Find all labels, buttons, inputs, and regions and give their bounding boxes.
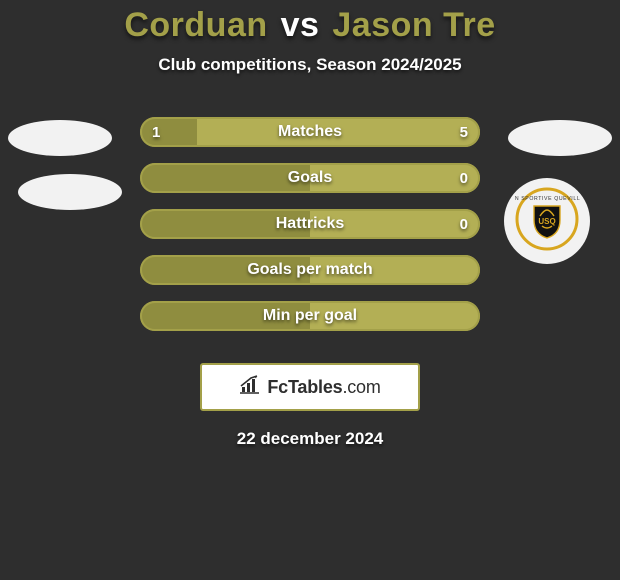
comparison-card: Corduan vs Jason Tre Club competitions, … [0,0,620,580]
bar-right-fill [310,301,480,331]
date-text: 22 december 2024 [0,429,620,449]
right-crest-badge: UNION SPORTIVE QUEVILLAISE USQ [504,178,590,264]
right-badge [508,120,612,156]
left-badge [8,120,112,156]
bar-track [140,255,480,285]
bar-track [140,209,480,239]
bar-left-fill [140,255,310,285]
bar-left-fill [140,163,310,193]
bar-track [140,163,480,193]
svg-text:USQ: USQ [538,217,555,226]
bar-right-fill [197,117,480,147]
stat-row: Hattricks0 [140,209,480,239]
player2-name: Jason Tre [332,6,495,44]
brand-tile: FcTables.com [200,363,420,411]
brand-name: FcTables [267,377,342,397]
bar-track [140,301,480,331]
brand-suffix: .com [342,377,380,397]
crest-icon: UNION SPORTIVE QUEVILLAISE USQ [514,186,580,257]
player1-name: Corduan [124,6,267,44]
bar-track [140,117,480,147]
bar-left-fill [140,209,310,239]
bar-left-fill [140,301,310,331]
left-badge [18,174,122,210]
vs-label: vs [281,6,320,44]
svg-text:UNION SPORTIVE QUEVILLAISE: UNION SPORTIVE QUEVILLAISE [514,196,580,202]
stat-row: Matches15 [140,117,480,147]
stat-row: Goals0 [140,163,480,193]
brand-text: FcTables.com [267,377,380,398]
stat-row: Goals per match [140,255,480,285]
bar-right-fill [310,209,480,239]
title-row: Corduan vs Jason Tre [0,6,620,45]
stat-row: Min per goal [140,301,480,331]
bar-left-fill [140,117,197,147]
subtitle: Club competitions, Season 2024/2025 [0,55,620,75]
bar-right-fill [310,255,480,285]
chart-icon [239,375,261,400]
bar-right-fill [310,163,480,193]
